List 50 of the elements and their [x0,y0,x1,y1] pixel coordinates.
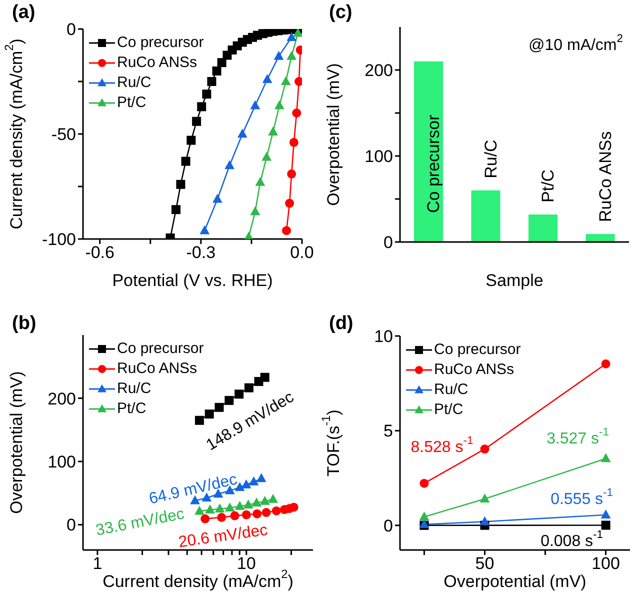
y-tick-label: 10 [374,327,393,346]
y-tick-label: 200 [364,61,393,80]
chart-title: (c) [329,2,352,24]
chart-title: (a) [12,2,36,24]
x-axis-title: Sample [486,270,544,290]
x-tick-label: 100 [592,554,620,574]
chart-title: (d) [329,313,354,335]
y-tick-label: 100 [48,452,76,472]
y-tick-label: -100 [42,230,76,250]
y-tick-label: 200 [48,389,76,408]
chart-title: (b) [12,313,36,335]
y-tick-label: 0 [66,20,76,40]
legend-label: Co precursor [434,340,521,360]
legend-label: Ru/C [117,73,152,93]
annotation: 64.9 mV/dec [147,470,239,508]
y-tick-label: 0 [384,516,393,536]
y-axis-title: Overpotential (mV) [6,371,26,514]
x-tick-label: Co precursor [424,114,444,213]
data-label: 0.555 s$^{-1}$ [550,486,614,508]
data-label: 3.527 s$^{-1}$ [546,426,610,448]
legend-label: Co precursor [117,33,204,53]
y-axis-title: Overpotential (mV) [324,63,342,206]
x-tick-label: 10 [236,554,256,574]
x-tick-label: 1 [92,554,102,574]
annotation: 8.528 s$^{-1}$ [410,435,474,456]
annotation: @10 mA/cm$^{2}$ [528,33,623,54]
legend-label: Pt/C [117,399,146,419]
legend-label: Co precursor [117,339,204,359]
x-tick-label: 0.0 [290,243,314,262]
y-tick-label: 0 [66,516,76,535]
x-tick-label: -0.6 [85,243,114,262]
y-tick-label: 0 [384,233,393,252]
x-tick-label: -0.3 [186,243,216,262]
x-tick-label: 50 [475,554,494,574]
data-label: 0.008 s$^{-1}$ [540,529,604,550]
x-axis-title: Overpotential (mV) [444,572,586,590]
y-tick-label: -50 [51,125,76,144]
y-tick-label: 5 [384,422,393,441]
legend-label: Ru/C [434,380,468,400]
x-tick-label: Ru/C [481,140,500,178]
legend-label: RuCo ANSs [117,53,198,73]
legend-label: Ru/C [117,379,152,399]
legend-label: Pt/C [434,400,464,420]
x-axis-title: Potential (V vs. RHE) [112,270,273,290]
legend-label: RuCo ANSs [434,360,514,380]
legend-label: RuCo ANSs [117,359,198,379]
x-tick-label: RuCo ANSs [596,131,615,222]
legend-label: Pt/C [117,93,146,113]
annotation: 20.6 mV/dec [177,521,269,551]
x-tick-label: Pt/C [538,169,558,202]
